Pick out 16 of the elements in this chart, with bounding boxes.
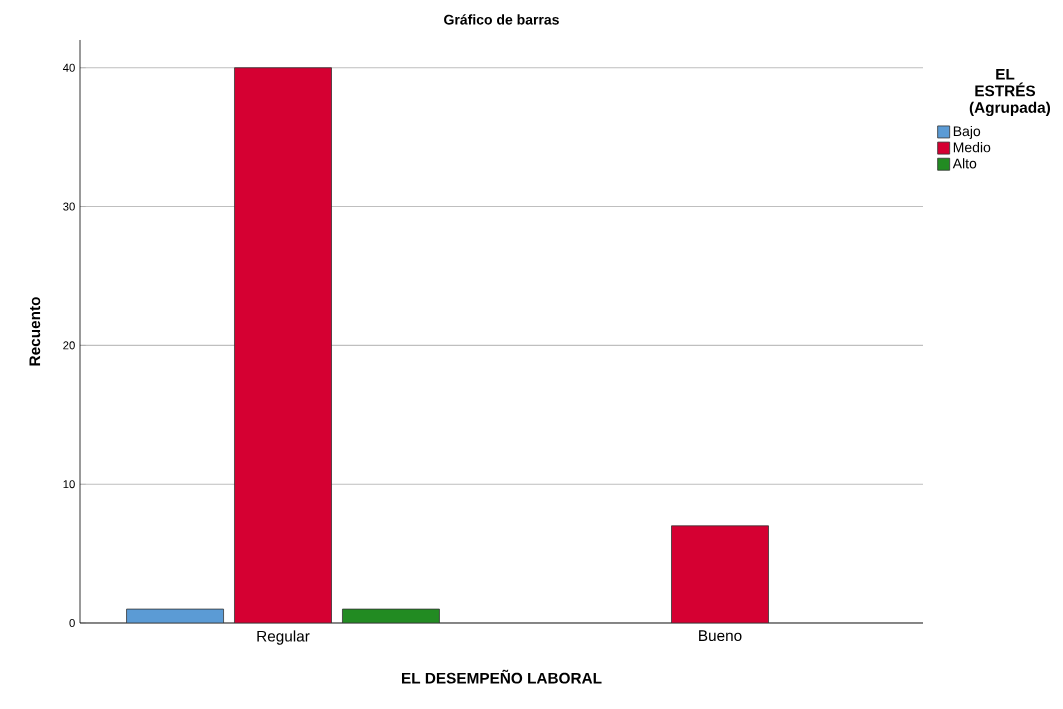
chart-title: Gráfico de barras [444,14,559,25]
legend-label: Medio [953,142,991,153]
y-tick-label: 30 [63,202,75,211]
y-tick-label: 10 [63,480,75,489]
legend-label: Bajo [953,125,981,139]
x-tick-label: Bueno [699,630,742,642]
y-tick-label: 0 [69,618,75,627]
y-tick-label: 40 [62,63,75,72]
y-tick-label: 20 [63,341,75,350]
legend-label: Alto [952,158,977,169]
x-tick-label: Regular [257,630,310,645]
legend-title: EL ESTRÉS (Agrupada) [969,68,1051,117]
x-axis-title: EL DESEMPEÑO LABORAL [402,669,602,684]
y-axis-title: Recuento [29,297,41,366]
bar [234,67,332,623]
bar [671,525,769,623]
